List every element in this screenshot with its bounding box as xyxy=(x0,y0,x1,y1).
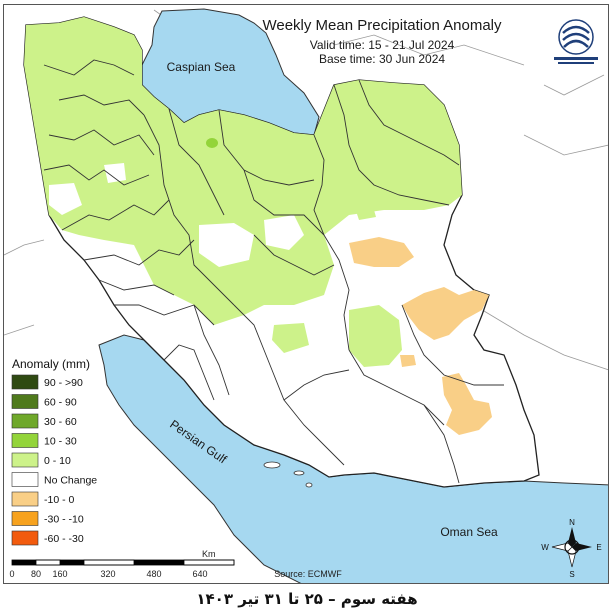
gulf-islands xyxy=(263,461,313,488)
scale-tick: 480 xyxy=(146,569,161,579)
legend-swatch xyxy=(11,433,39,448)
compass-east: E xyxy=(596,543,601,552)
legend-label: No Change xyxy=(44,475,97,487)
precipitation-anomaly-map: Weekly Mean Precipitation Anomaly Valid … xyxy=(4,5,608,583)
legend-swatch xyxy=(11,491,39,507)
scale-unit: Km xyxy=(202,549,216,559)
persian-week-caption: هفته سوم – ۲۵ تا ۳۱ تیر ۱۴۰۳ xyxy=(196,590,418,608)
neighbour-borders xyxy=(4,9,608,371)
base-time: Base time: 30 Jun 2024 xyxy=(319,52,445,66)
scale-tick: 0 xyxy=(9,569,14,579)
compass-north: N xyxy=(569,518,575,527)
scale-tick: 640 xyxy=(192,569,207,579)
oman-sea-label: Oman Sea xyxy=(440,525,498,539)
legend-label: 90 - >90 xyxy=(44,377,83,389)
negative-anomaly-zones xyxy=(349,237,492,435)
north-arrow-compass-icon: N S E W xyxy=(541,518,601,579)
legend-title: Anomaly (mm) xyxy=(12,357,90,371)
legend-label: -60 - -30 xyxy=(44,533,84,545)
anomaly-zone-positive xyxy=(24,17,462,325)
compass-west: W xyxy=(541,543,549,552)
legend-swatch xyxy=(11,452,39,468)
legend-label: -30 - -10 xyxy=(44,514,84,526)
scale-tick: 320 xyxy=(100,569,115,579)
source-label: Source: ECMWF xyxy=(274,569,342,579)
map-frame: Weekly Mean Precipitation Anomaly Valid … xyxy=(3,4,609,584)
legend-label: 30 - 60 xyxy=(44,416,77,428)
compass-south: S xyxy=(569,570,574,579)
legend-swatch xyxy=(11,413,39,429)
legend-label: 60 - 90 xyxy=(44,397,77,409)
valid-time: Valid time: 15 - 21 Jul 2024 xyxy=(310,38,455,52)
province-borders xyxy=(43,59,504,484)
caspian-sea-label: Caspian Sea xyxy=(167,60,236,74)
legend-label: 10 - 30 xyxy=(44,436,77,448)
anomaly-spot-10-30 xyxy=(206,138,218,148)
legend-swatch xyxy=(11,511,39,526)
map-title: Weekly Mean Precipitation Anomaly xyxy=(262,17,502,34)
meteorology-organization-logo xyxy=(554,19,598,64)
legend-label: -10 - 0 xyxy=(44,494,75,506)
legend-swatch xyxy=(11,530,39,546)
positive-patches-south xyxy=(272,203,402,367)
scale-tick: 160 xyxy=(52,569,67,579)
scale-tick: 80 xyxy=(31,569,41,579)
legend-swatch xyxy=(11,394,39,409)
scale-bar: Km 0 80 160 320 480 640 xyxy=(9,549,235,579)
legend: Anomaly (mm) 90 - >90 60 - 90 30 - 60 10 - … xyxy=(11,357,97,546)
legend-swatch xyxy=(11,472,39,487)
legend-label: 0 - 10 xyxy=(44,455,71,467)
legend-swatch xyxy=(11,374,39,390)
